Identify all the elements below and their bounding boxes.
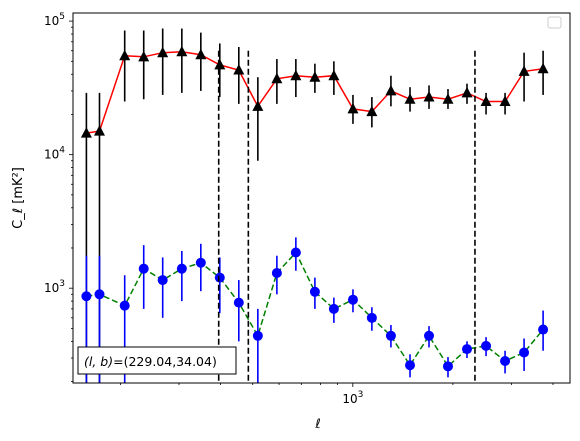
- series-1-point: [80, 127, 92, 138]
- axes-frame: [72, 12, 571, 384]
- series-2-point: [94, 289, 105, 300]
- series-2-point: [385, 330, 396, 341]
- series-2-point: [290, 247, 301, 258]
- series-1-point: [309, 71, 321, 82]
- series-1-point: [328, 69, 340, 81]
- series-1-point: [423, 91, 435, 102]
- series-1-point: [214, 58, 226, 70]
- x-axis-label: ℓ: [314, 417, 320, 432]
- series-2-point: [195, 257, 206, 268]
- annotation-value: (229.04,34.04): [124, 354, 217, 369]
- series-2-point: [500, 355, 511, 366]
- series-1-point: [119, 49, 131, 61]
- series-2-point: [309, 286, 320, 297]
- annotation: (l, b)=(229.04,34.04): [77, 346, 237, 375]
- series-2-point: [119, 300, 130, 311]
- series-2-point: [214, 272, 225, 283]
- series-1-point: [461, 86, 473, 98]
- series-2-point: [405, 360, 416, 371]
- series-1-point: [233, 64, 245, 75]
- series-1-point: [385, 84, 397, 96]
- series-2-point: [538, 324, 549, 335]
- series-1-point: [93, 125, 105, 136]
- series-2-point: [138, 263, 149, 274]
- series-2-point: [519, 347, 530, 358]
- series-1-point: [347, 102, 359, 114]
- y-tick-label: 103: [44, 279, 65, 295]
- series-2-point: [347, 294, 358, 305]
- annotation-text: (l, b)=(229.04,34.04): [84, 354, 217, 369]
- vertical-markers: [217, 50, 476, 383]
- y-tick-label: 104: [44, 146, 65, 162]
- series-2-point: [461, 344, 472, 355]
- y-tick-label: 105: [44, 12, 65, 28]
- series-2-point: [271, 267, 282, 278]
- series-1-point: [537, 62, 549, 74]
- series-2-point: [252, 330, 263, 341]
- axis-ticks: 103 104 105 103: [44, 12, 554, 406]
- series-1-point: [157, 46, 169, 58]
- series-2-point: [176, 263, 187, 274]
- data-marks: [80, 28, 549, 383]
- series-2-point: [233, 297, 244, 308]
- series-1-point: [518, 65, 530, 76]
- series-2-point: [481, 340, 492, 351]
- series-2-point: [328, 303, 339, 314]
- series-1-point: [195, 48, 207, 60]
- series-1-point: [480, 95, 492, 107]
- series-2-point: [424, 330, 435, 341]
- series-1-point: [271, 72, 283, 84]
- series-1-point: [290, 69, 302, 81]
- series-1-point: [404, 93, 416, 104]
- series-1-point: [499, 95, 511, 107]
- series-2-point: [366, 312, 377, 323]
- series-2-point: [157, 275, 168, 286]
- series-1-point: [442, 93, 454, 104]
- series-1-point: [252, 100, 264, 111]
- series-2-point: [442, 361, 453, 372]
- annotation-box: [77, 346, 237, 375]
- series-1-point: [366, 105, 378, 117]
- series-1-point: [138, 50, 150, 62]
- x-tick-label: 103: [342, 390, 363, 406]
- y-axis-label: C_ℓ [mK²]: [11, 167, 26, 229]
- series-2-point: [81, 291, 92, 302]
- series-1-point: [176, 45, 188, 57]
- legend-box: [547, 16, 562, 29]
